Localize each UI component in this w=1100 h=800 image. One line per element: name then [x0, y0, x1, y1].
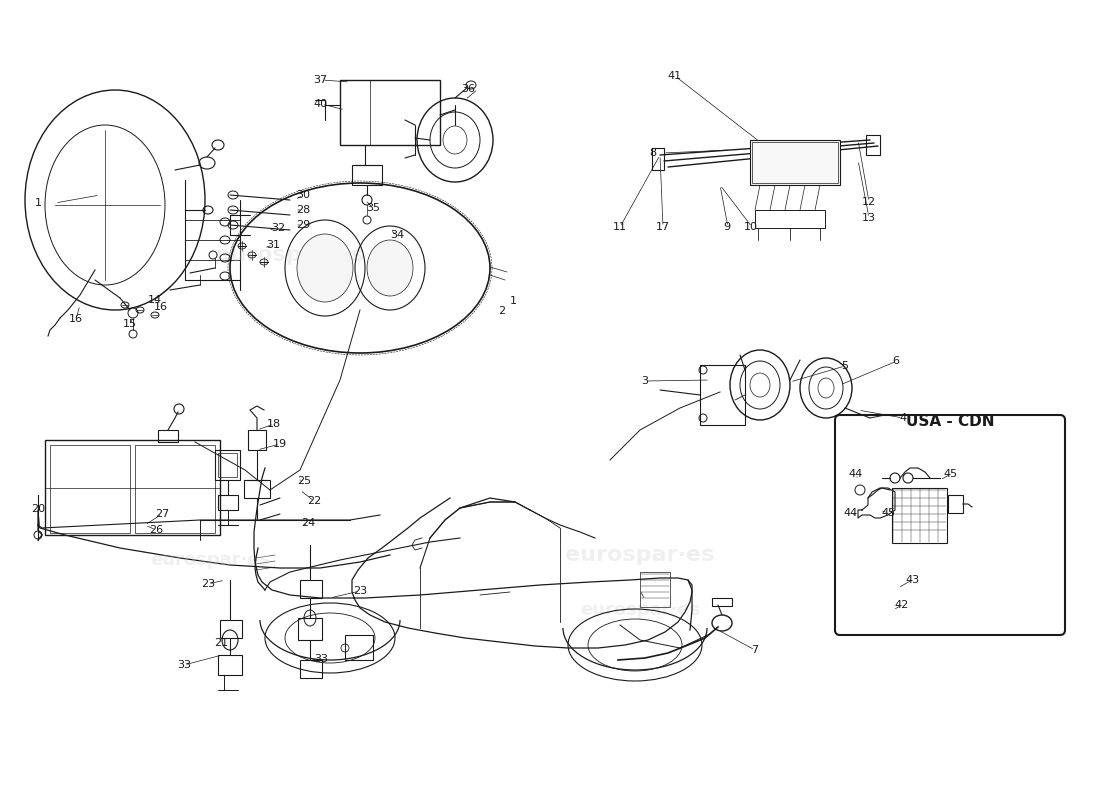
Bar — [752, 142, 838, 183]
Text: 40: 40 — [312, 99, 327, 109]
Text: 2: 2 — [498, 306, 506, 316]
Text: 43: 43 — [905, 575, 920, 585]
Text: 21: 21 — [213, 638, 228, 648]
Text: eurospar·es: eurospar·es — [150, 551, 271, 569]
Bar — [220, 620, 242, 638]
Text: 13: 13 — [862, 213, 876, 223]
Text: 9: 9 — [724, 222, 730, 232]
Bar — [892, 488, 947, 543]
Text: 31: 31 — [266, 240, 280, 250]
Bar — [755, 210, 825, 228]
Text: 33: 33 — [314, 654, 328, 664]
Text: 24: 24 — [301, 518, 315, 528]
Text: eurospar·es: eurospar·es — [216, 245, 364, 265]
Bar — [750, 140, 840, 185]
Bar — [135, 445, 214, 533]
Bar — [866, 135, 880, 155]
Text: 20: 20 — [31, 504, 45, 514]
Text: 12: 12 — [862, 197, 876, 207]
Text: 33: 33 — [177, 660, 191, 670]
Bar — [50, 445, 130, 533]
Text: 35: 35 — [366, 203, 379, 213]
Bar — [712, 598, 732, 606]
Text: 22: 22 — [307, 496, 321, 506]
Text: 7: 7 — [751, 645, 759, 655]
Text: 42: 42 — [895, 600, 909, 610]
Ellipse shape — [297, 234, 353, 302]
Ellipse shape — [367, 240, 412, 296]
Bar — [345, 635, 373, 660]
Text: 28: 28 — [296, 205, 310, 215]
Bar — [340, 80, 440, 145]
Text: 10: 10 — [744, 222, 758, 232]
Text: 18: 18 — [267, 419, 282, 429]
Text: eurospar·es: eurospar·es — [565, 545, 715, 565]
Bar — [218, 453, 236, 477]
Text: 34: 34 — [389, 230, 404, 240]
Text: 23: 23 — [353, 586, 367, 596]
Text: 37: 37 — [312, 75, 327, 85]
Text: 27: 27 — [155, 509, 169, 519]
Bar — [300, 580, 322, 598]
Text: 30: 30 — [296, 190, 310, 200]
Text: 44: 44 — [844, 508, 858, 518]
Text: 1: 1 — [34, 198, 42, 208]
Text: 5: 5 — [842, 361, 848, 371]
Text: 15: 15 — [123, 319, 138, 329]
Text: 4: 4 — [900, 413, 906, 423]
Text: 19: 19 — [273, 439, 287, 449]
Bar — [244, 480, 270, 498]
Text: 17: 17 — [656, 222, 670, 232]
Bar — [218, 495, 238, 510]
Bar — [300, 660, 322, 678]
Bar — [652, 148, 664, 170]
Text: 36: 36 — [461, 84, 475, 94]
Text: 8: 8 — [649, 148, 657, 158]
Bar — [214, 450, 240, 480]
Text: 29: 29 — [296, 220, 310, 230]
Bar — [640, 572, 670, 607]
Text: 14: 14 — [147, 295, 162, 305]
Text: eurospar·es: eurospar·es — [580, 601, 700, 619]
Text: 6: 6 — [892, 356, 900, 366]
Bar — [700, 365, 745, 425]
Text: 25: 25 — [297, 476, 311, 486]
Text: 32: 32 — [271, 223, 285, 233]
Bar — [298, 618, 322, 640]
Text: USA - CDN: USA - CDN — [905, 414, 994, 430]
Text: 11: 11 — [613, 222, 627, 232]
Text: 45: 45 — [881, 508, 895, 518]
Text: 44: 44 — [849, 469, 864, 479]
Bar — [45, 440, 220, 535]
Bar — [218, 655, 242, 675]
Text: 3: 3 — [641, 376, 649, 386]
Text: 23: 23 — [201, 579, 216, 589]
Text: 16: 16 — [154, 302, 168, 312]
Text: 41: 41 — [668, 71, 682, 81]
Text: 45: 45 — [943, 469, 957, 479]
Bar — [352, 165, 382, 185]
Bar — [948, 495, 962, 513]
Text: 1: 1 — [509, 296, 517, 306]
Bar — [158, 430, 178, 442]
Bar — [248, 430, 266, 450]
Text: 16: 16 — [69, 314, 82, 324]
Text: 26: 26 — [148, 525, 163, 535]
